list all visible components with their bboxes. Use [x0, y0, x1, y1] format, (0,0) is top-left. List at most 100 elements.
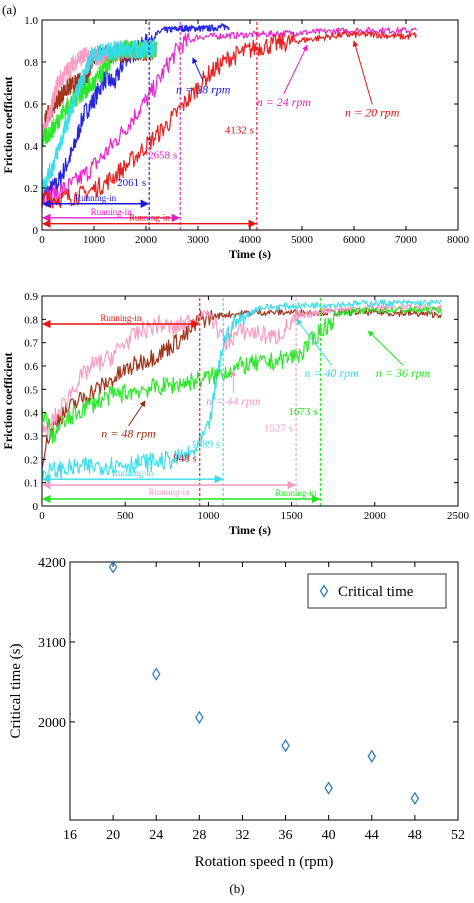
- x-tick-label: 0: [39, 234, 45, 246]
- x-tick-label: 6000: [343, 234, 366, 246]
- data-point-diamond: [195, 710, 204, 725]
- series-line: [41, 299, 442, 482]
- series-line: [41, 303, 442, 437]
- y-tick-label: 0.2: [24, 454, 38, 466]
- x-tick-label: 3000: [187, 234, 210, 246]
- x-tick-label: 40: [322, 828, 336, 843]
- series-annotation: n = 40 rpm: [304, 366, 359, 380]
- critical-time-label: 2658 s: [148, 150, 177, 162]
- annotation-arrow: [296, 318, 332, 366]
- x-tick-label: 32: [235, 828, 249, 843]
- series-annotation: n = 48 rpm: [101, 427, 156, 441]
- x-tick-label: 5000: [291, 234, 314, 246]
- plot-frame: [41, 295, 459, 507]
- x-tick-label: 20: [106, 828, 120, 843]
- x-tick-label: 2000: [135, 234, 158, 246]
- y-tick-label: 2000: [38, 716, 66, 731]
- y-tick-label: 0.8: [24, 57, 38, 69]
- y-tick-label: 0.4: [24, 408, 38, 420]
- annotation-arrow: [283, 44, 308, 95]
- x-tick-label: 52: [451, 828, 465, 843]
- series-annotation: n = 24 rpm: [257, 95, 312, 109]
- y-tick-label: 0: [33, 501, 39, 513]
- x-tick-label: 28: [192, 828, 206, 843]
- plot-frame: [69, 561, 459, 821]
- critical-time-label: 1089 s: [191, 439, 220, 451]
- running-in-label: Running-in: [91, 207, 133, 217]
- y-tick-label: 0.9: [24, 291, 38, 303]
- x-tick-label: 48: [408, 828, 422, 843]
- x-tick-label: 8000: [447, 234, 470, 246]
- y-axis-label: Friction coefficient: [1, 77, 15, 174]
- y-tick-label: 0.1: [24, 478, 38, 490]
- legend-label: Critical time: [338, 584, 414, 600]
- data-point-diamond: [108, 560, 118, 574]
- y-tick-label: 0.2: [24, 183, 38, 195]
- y-tick-label: 0.6: [24, 361, 38, 373]
- data-point-diamond: [324, 781, 333, 795]
- series-line: [41, 38, 157, 196]
- x-tick-label: 7000: [395, 234, 418, 246]
- x-tick-label: 2500: [447, 510, 470, 522]
- x-tick-label: 1500: [281, 510, 304, 522]
- y-tick-label: 4200: [38, 556, 66, 571]
- y-tick-label: 0.6: [24, 99, 38, 111]
- x-tick-label: 4000: [239, 234, 262, 246]
- y-tick-label: 0.8: [24, 314, 38, 326]
- series-line: [41, 23, 230, 206]
- annotation-arrow: [192, 57, 204, 82]
- data-point-diamond: [281, 738, 290, 753]
- legend-box: [307, 573, 447, 609]
- y-tick-label: 0.7: [24, 338, 38, 350]
- chart-bottom-critical-time: 16 20 24 28 32 36 40 44 48 52 2000 3100 4200 Critical…: [8, 556, 465, 870]
- critical-time-label: 948 s: [173, 453, 197, 465]
- running-in-label: Running-in: [75, 193, 117, 203]
- x-tick-label: 0: [39, 510, 45, 522]
- series-annotation: n = 36 rpm: [376, 366, 431, 380]
- y-tick-label: 1.0: [24, 15, 38, 27]
- y-tick-label: 3100: [38, 636, 66, 651]
- running-in-label: Running-in: [275, 488, 317, 498]
- series-annotation: n = 20 rpm: [345, 105, 400, 119]
- series-annotation: n = 28 rpm: [176, 82, 231, 96]
- annotation-arrow: [128, 400, 146, 426]
- x-tick-label: 500: [117, 510, 134, 522]
- series-annotation: n = 44 rpm: [206, 394, 261, 408]
- running-in-label: Running-in: [129, 213, 171, 223]
- running-in-label: Running-in: [100, 313, 142, 323]
- x-axis-label: Rotation speed n (rpm): [195, 854, 334, 870]
- y-axis-label: Friction coefficient: [1, 353, 15, 450]
- panel-a-label: (a): [2, 2, 16, 17]
- data-point-diamond: [367, 749, 377, 763]
- x-tick-label: 2000: [364, 510, 387, 522]
- data-point-diamond: [410, 791, 420, 806]
- y-tick-label: 0.5: [24, 384, 38, 396]
- series-line: [41, 306, 442, 444]
- critical-time-label: 1673 s: [288, 406, 317, 418]
- running-in-label: Running-in: [149, 487, 191, 497]
- y-tick-label: 0.4: [24, 141, 38, 153]
- x-tick-label: 1000: [197, 510, 220, 522]
- legend-marker: [319, 584, 329, 598]
- series-line: [41, 30, 417, 209]
- y-axis-label: Critical time (s): [8, 644, 24, 739]
- y-tick-label: 0.3: [24, 431, 38, 443]
- panel-b-label: (b): [229, 881, 244, 896]
- data-point-diamond: [151, 667, 161, 681]
- y-tick-label: 0: [33, 225, 39, 237]
- x-tick-label: 1000: [83, 234, 106, 246]
- critical-time-label: 4132 s: [225, 124, 254, 136]
- critical-time-label: 2061 s: [117, 177, 146, 189]
- x-tick-label: 16: [63, 828, 77, 843]
- x-axis-label: Time (s): [229, 247, 271, 261]
- critical-time-label: 1527 s: [264, 422, 293, 434]
- running-in-label: Running-in: [112, 468, 154, 478]
- annotation-arrow: [352, 40, 373, 105]
- x-tick-label: 24: [149, 828, 163, 843]
- x-axis-label: Time (s): [229, 523, 271, 537]
- x-tick-label: 44: [365, 828, 379, 843]
- annotation-arrow: [367, 330, 404, 366]
- chart-middle-friction-vs-time: 948 s 1089 s 1527 s 1673 s Running-in Running…: [1, 291, 470, 537]
